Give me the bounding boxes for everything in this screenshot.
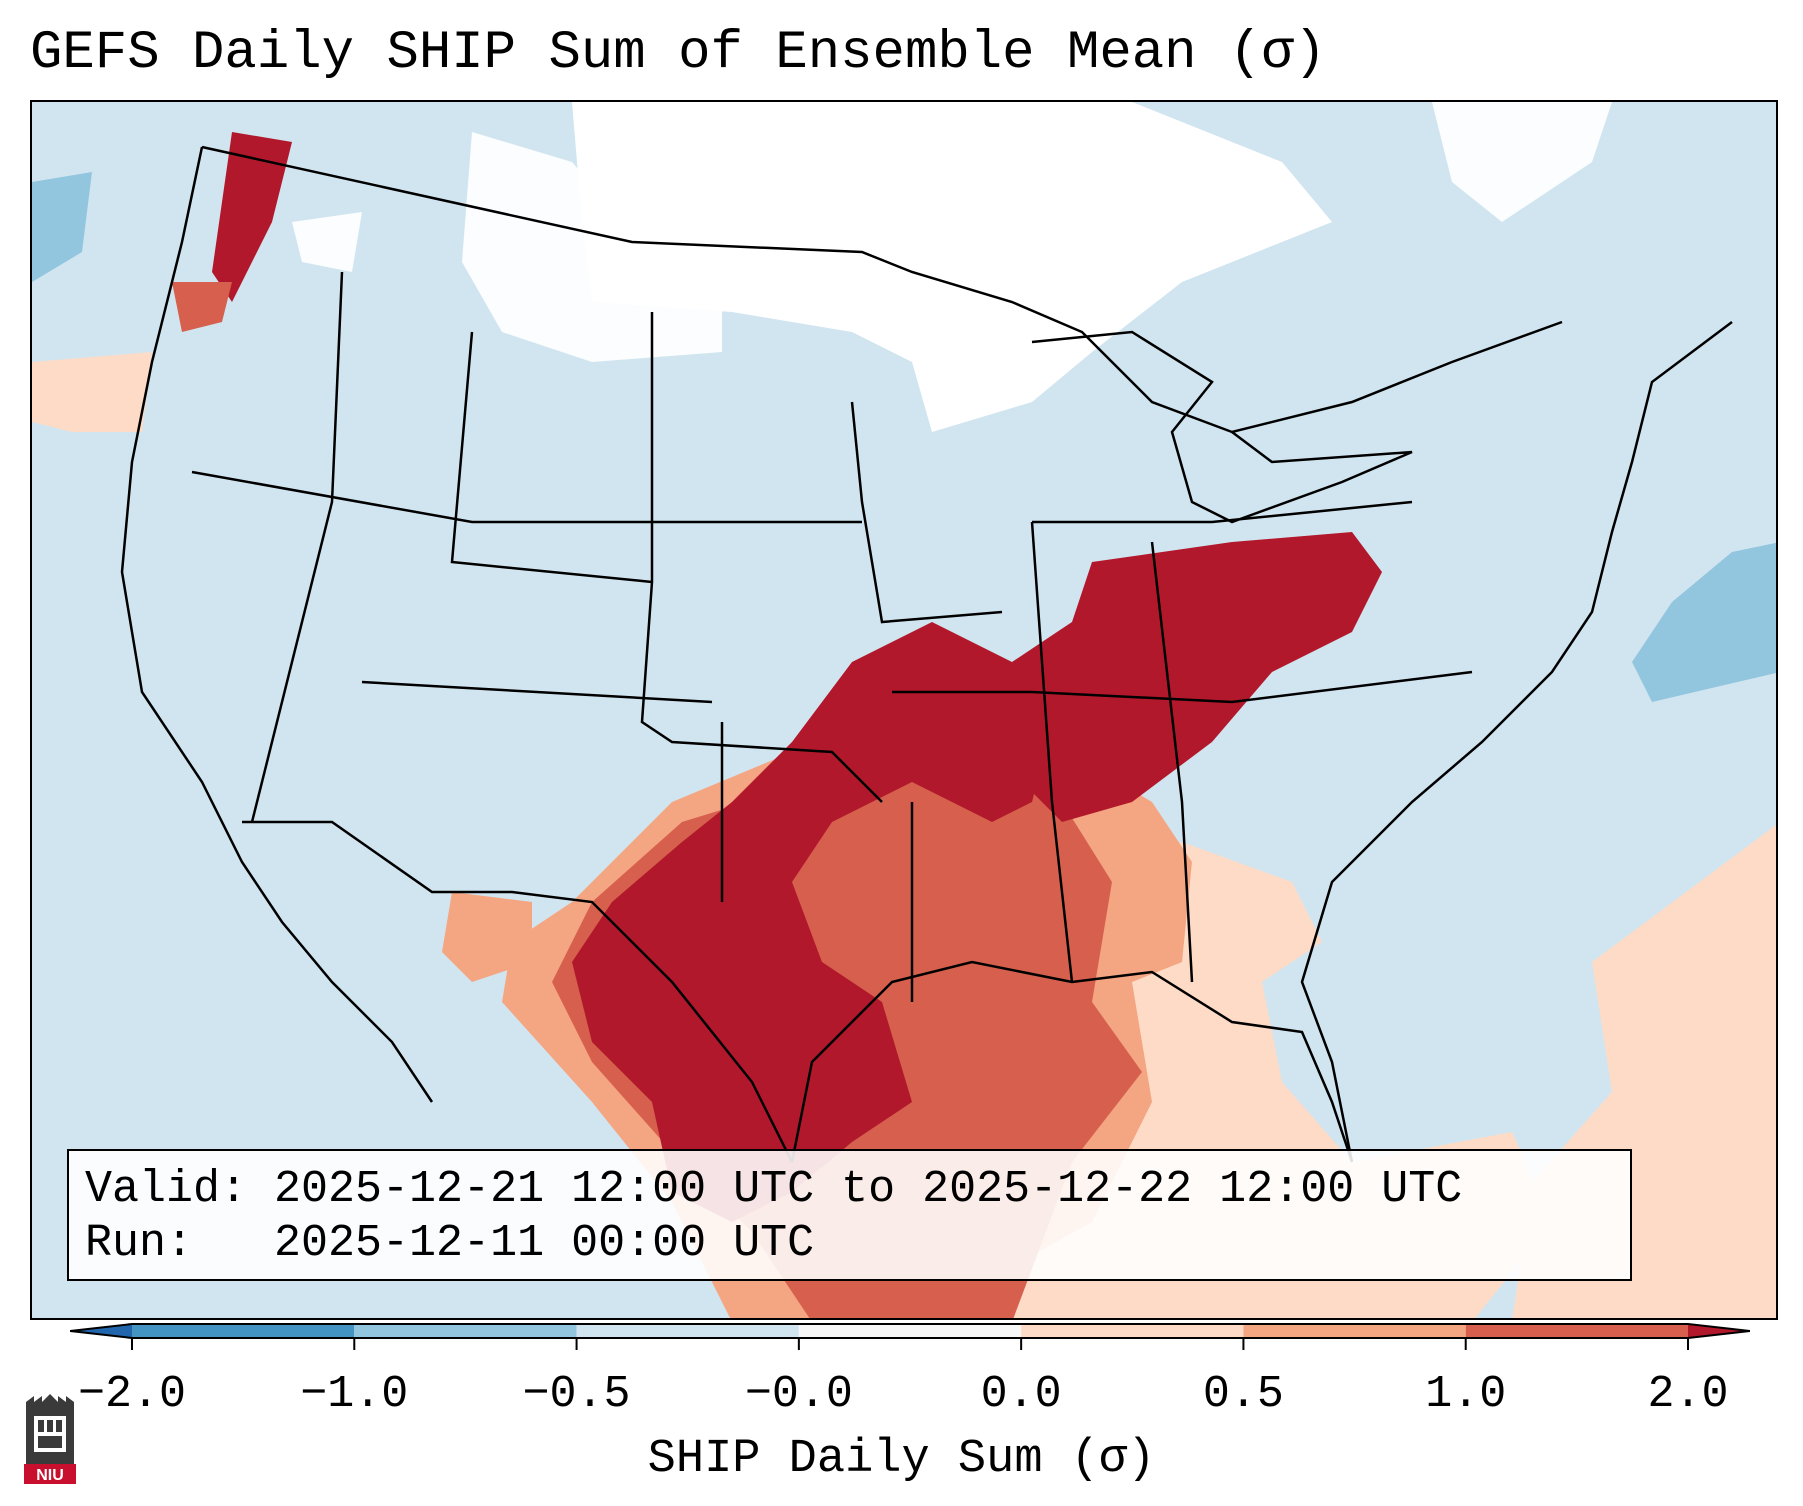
colorbar-bin [70,1324,132,1338]
region-texas-gulf-core [572,622,1052,1222]
great-lakes-outline [1031,330,1413,524]
region-pacific-northwest [212,132,292,302]
state-line-2 [640,312,883,803]
colorbar-tick-label: 2.0 [1647,1369,1729,1420]
state-line-8 [892,670,1473,704]
colorbar-bin [1021,1324,1244,1338]
colorbar-bin [1243,1324,1466,1338]
state-line-10 [361,680,713,704]
colorbar-label: SHIP Daily Sum (σ) [647,1433,1156,1486]
state-line-7 [1032,500,1413,524]
boundary-lines [120,145,1733,1163]
colorbar [70,1323,1750,1350]
state-line-6 [1150,541,1194,983]
colorbar-tick-label: −2.0 [77,1369,187,1420]
region-southwest-patch [442,892,532,982]
colorbar-bins [70,1323,1750,1339]
colorbar-bin [1688,1324,1750,1338]
region-pacific-salmon [32,352,152,432]
region-canada-white-patches [292,102,1612,362]
colorbar-tick-label: −0.0 [744,1369,853,1420]
gulf-coastline [790,960,1354,1163]
state-line-1 [450,331,653,584]
map-canvas [32,102,1776,1318]
colorbar-tick-label: 0.0 [980,1369,1062,1420]
valid-run-info-box: Valid: 2025-12-21 12:00 UTC to 2025-12-2… [67,1149,1632,1281]
map-title: GEFS Daily SHIP Sum of Ensemble Mean (σ) [30,23,1327,84]
colorbar-bin [576,1324,799,1338]
colorbar-bin [132,1324,355,1338]
state-line-9 [191,470,862,524]
colorbar-tick-label: −0.5 [522,1369,631,1420]
colorbar-bin [798,1324,1022,1338]
region-atlantic-east [1632,542,1776,702]
niu-logo-text: NIU [36,1467,64,1484]
state-line-4 [850,401,1003,624]
west-coast-line [120,146,434,1103]
state-line-5 [1030,521,1074,983]
niu-logo: NIU [24,1394,76,1484]
colorbar-tick-label: 1.0 [1425,1369,1507,1420]
valid-time-text: Valid: 2025-12-21 12:00 UTC to 2025-12-2… [85,1164,1463,1215]
colorbar-bin [354,1324,577,1338]
region-pacific-coast-blue [32,172,92,282]
region-northern-plains [572,102,1332,432]
state-line-3 [250,271,344,823]
region-ohio-valley-core [1012,532,1382,822]
map-panel[interactable] [30,100,1778,1320]
run-time-text: Run: 2025-12-11 00:00 UTC [85,1218,815,1269]
us-canada-border [201,145,1563,434]
region-pnw-salmon [172,282,232,332]
colorbar-tick-label: 0.5 [1202,1369,1284,1420]
east-coastline [1300,321,1733,1163]
colorbar-bin [1465,1324,1688,1338]
mexico-border [242,820,794,1163]
colorbar-ticks [131,1338,1689,1350]
colorbar-tick-label: −1.0 [300,1369,409,1420]
